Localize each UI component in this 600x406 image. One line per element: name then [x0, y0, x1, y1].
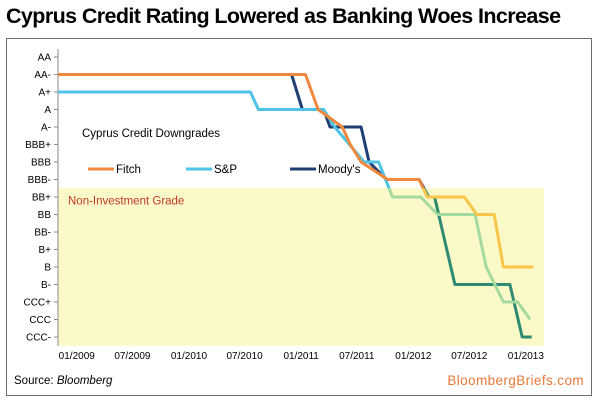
y-tick-label: CCC- [26, 333, 51, 344]
x-tick-label: 01/2009 [59, 351, 96, 362]
series-layer [58, 73, 534, 339]
x-tick-label: 01/2010 [171, 351, 208, 362]
y-tick-label: A [44, 105, 51, 116]
y-tick-label: CCC+ [23, 298, 51, 309]
series-line [58, 73, 425, 189]
y-tick-label: B+ [38, 245, 51, 256]
non-investment-grade-label: Non-Investment Grade [68, 195, 184, 207]
x-tick-label: 07/2011 [339, 351, 375, 362]
y-tick-label: AA [38, 53, 52, 64]
y-tick-label: B- [41, 280, 51, 291]
chart-subtitle: Cyprus Credit Downgrades [82, 128, 220, 140]
source-label: Source: [14, 375, 57, 387]
legend-label: S&P [214, 164, 237, 176]
x-tick-label: 07/2012 [451, 351, 488, 362]
x-axis-ticks: 01/2009 07/2009 01/2010 07/2010 01/2011 07/20… [59, 351, 545, 362]
series-line-non-investment [387, 188, 532, 321]
non-investment-grade-region [58, 188, 544, 346]
y-axis-ticks: AAAA-A+AA-BBB+BBBBBB-BB+BBBB-B+BB-CCC+CC… [23, 53, 58, 344]
y-tick-label: BBB- [28, 175, 51, 186]
y-tick-label: BB- [34, 228, 51, 239]
x-tick-label: 01/2011 [283, 351, 319, 362]
x-tick-label: 01/2013 [508, 351, 545, 362]
legend-label: Fitch [116, 164, 141, 176]
series-line-non-investment [421, 188, 534, 269]
x-tick-label: 07/2010 [227, 351, 264, 362]
y-tick-label: BBB+ [25, 140, 51, 151]
y-tick-label: B [44, 263, 51, 274]
x-tick-label: 01/2012 [395, 351, 432, 362]
y-tick-label: BB+ [32, 193, 51, 204]
y-tick-label: BBB [31, 158, 51, 169]
legend-label: Moody's [318, 164, 361, 176]
source-name: Bloomberg [56, 375, 113, 387]
y-tick-label: AA- [34, 70, 51, 81]
y-tick-label: BB [38, 210, 52, 221]
x-tick-label: 07/2009 [114, 351, 151, 362]
series-line [58, 90, 391, 189]
y-tick-label: A+ [38, 88, 51, 99]
y-tick-label: A- [41, 123, 51, 134]
brand-watermark: BloombergBriefs.com [447, 373, 584, 388]
source-line: Source: Bloomberg [14, 375, 112, 387]
chart-title: Cyprus Credit Rating Lowered as Banking … [6, 4, 561, 28]
series-line-non-investment [422, 188, 532, 339]
legend: Fitch S&P Moody's [88, 164, 361, 176]
y-tick-label: CCC [29, 315, 51, 326]
